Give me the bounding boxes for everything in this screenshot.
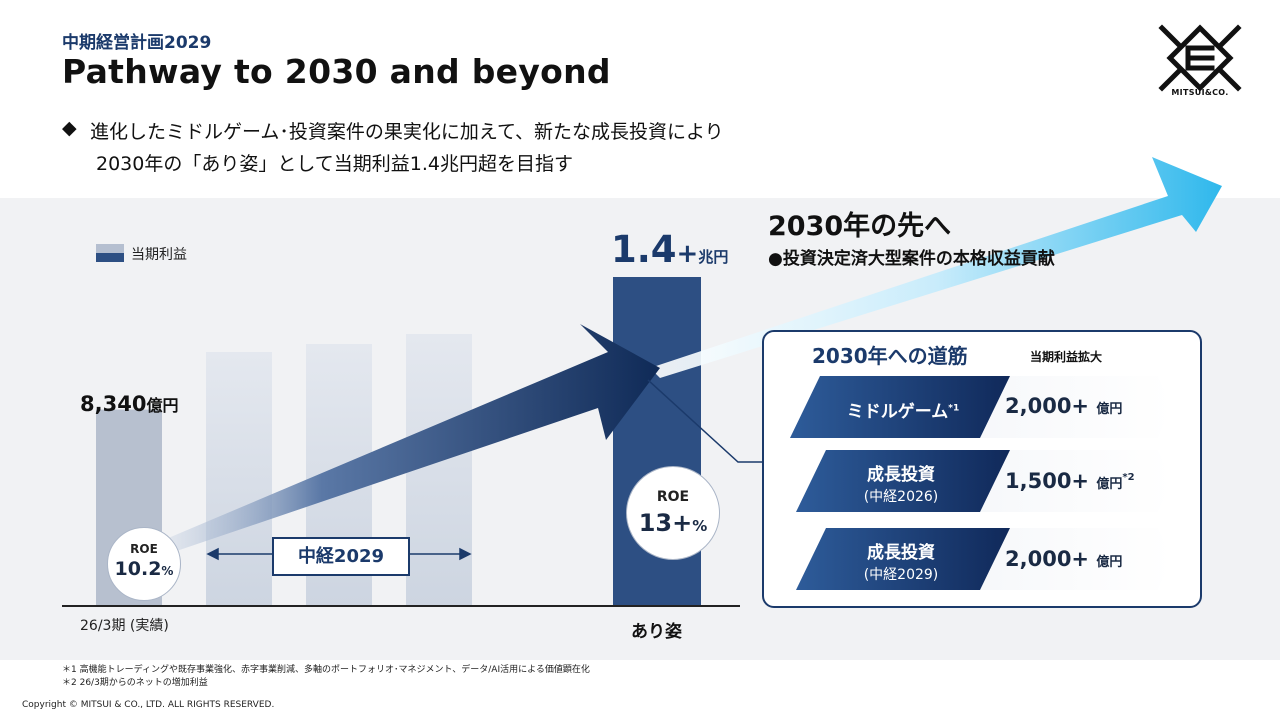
fy26-profit-value: 8,340億円 <box>80 392 178 416</box>
target-profit-unit: 兆円 <box>698 248 729 266</box>
row-1-value-number: 2,000+ <box>1005 394 1090 418</box>
roe-target-label: ROE <box>656 489 690 505</box>
beyond-arrow <box>650 157 1222 378</box>
row-2-label: 成長投資 (中経2026) <box>826 460 976 506</box>
footnote-2: ＊2 26/3期からのネットの増加利益 <box>62 678 208 688</box>
roe-target-value-wrap: 13+% <box>627 509 719 537</box>
fy26-profit-unit: 億円 <box>146 396 179 415</box>
legend-label: 当期利益 <box>131 247 187 263</box>
lead-line-1: 進化したミドルゲーム･投資案件の果実化に加えて、新たな成長投資により <box>90 121 724 143</box>
row-3-value-unit: 億円 <box>1096 555 1123 570</box>
x-label-actual: 26/3期 (実績) <box>80 618 169 634</box>
row-1-label-sup: *1 <box>948 403 960 414</box>
period-arrow <box>206 547 472 561</box>
row-2-label-sub: (中経2026) <box>863 489 939 505</box>
row-1-label: ミドルゲーム*1 <box>828 397 978 422</box>
chart-baseline <box>62 605 740 607</box>
row-1-value: 2,000+ 億円 <box>1005 394 1122 418</box>
lead-line-2: 2030年の「あり姿」として当期利益1.4兆円超を目指す <box>96 153 574 175</box>
fy26-profit-number: 8,340 <box>80 392 147 416</box>
row-3-label-sub: (中経2029) <box>863 567 939 583</box>
row-3-label-main: 成長投資 <box>867 543 935 563</box>
target-profit-plus: + <box>676 239 699 269</box>
panel-title: 2030年への道筋 <box>812 344 968 368</box>
legend-swatch <box>96 244 124 262</box>
target-profit-value: 1.4+兆円 <box>611 228 728 271</box>
roe-fy26-value: 10.2 <box>114 558 162 580</box>
roe-fy26-label: ROE <box>130 542 158 556</box>
roe-target-badge: ROE 13+% <box>626 466 720 560</box>
logo-text: MITSUI&CO. <box>1171 88 1229 97</box>
beyond-title: 2030年の先へ <box>768 211 952 242</box>
row-2-value-sup: *2 <box>1122 472 1135 483</box>
x-label-target: あり姿 <box>631 622 682 642</box>
row-2-value-number: 1,500+ <box>1005 469 1090 493</box>
roe-fy26-unit: % <box>161 564 174 578</box>
roe-fy26-value-wrap: 10.2% <box>108 558 180 580</box>
row-1-label-main: ミドルゲーム*1 <box>828 397 978 422</box>
bar-ghost-1 <box>206 352 272 605</box>
page-title: Pathway to 2030 and beyond <box>62 52 611 91</box>
row-2-value: 1,500+ 億円*2 <box>1005 469 1135 493</box>
beyond-subtitle: ●投資決定済大型案件の本格収益貢献 <box>768 249 1055 269</box>
roe-fy26-badge: ROE 10.2% <box>107 527 181 601</box>
lead-bullet-icon: ◆ <box>62 117 77 139</box>
row-3-shape <box>796 528 1172 590</box>
row-3-value: 2,000+ 億円 <box>1005 547 1122 571</box>
plan-label: 中期経営計画2029 <box>62 33 212 53</box>
mitsui-logo-icon <box>1158 24 1242 92</box>
period-label: 中経2029 <box>272 537 410 576</box>
row-1-label-text: ミドルゲーム <box>846 402 949 422</box>
row-3-label: 成長投資 (中経2029) <box>826 538 976 584</box>
panel-subtitle: 当期利益拡大 <box>1030 350 1103 364</box>
growth-arrow <box>140 324 660 560</box>
row-2-value-unit: 億円 <box>1096 477 1123 492</box>
roe-target-value: 13+ <box>638 509 693 537</box>
roe-target-unit: % <box>692 517 708 535</box>
row-3-value-number: 2,000+ <box>1005 547 1090 571</box>
footnote-1: ＊1 高機能トレーディングや既存事業強化、赤字事業削減、多軸のポートフォリオ･マ… <box>62 665 590 675</box>
row-1-value-unit: 億円 <box>1096 402 1123 417</box>
row-2-shape <box>796 450 1172 512</box>
panel-connector <box>647 379 762 463</box>
bar-ghost-3 <box>406 334 472 605</box>
copyright: Copyright © MITSUI & CO., LTD. ALL RIGHT… <box>22 700 275 710</box>
row-2-label-main: 成長投資 <box>867 465 935 485</box>
target-profit-number: 1.4 <box>611 228 677 271</box>
row-1-shape <box>790 376 1172 438</box>
